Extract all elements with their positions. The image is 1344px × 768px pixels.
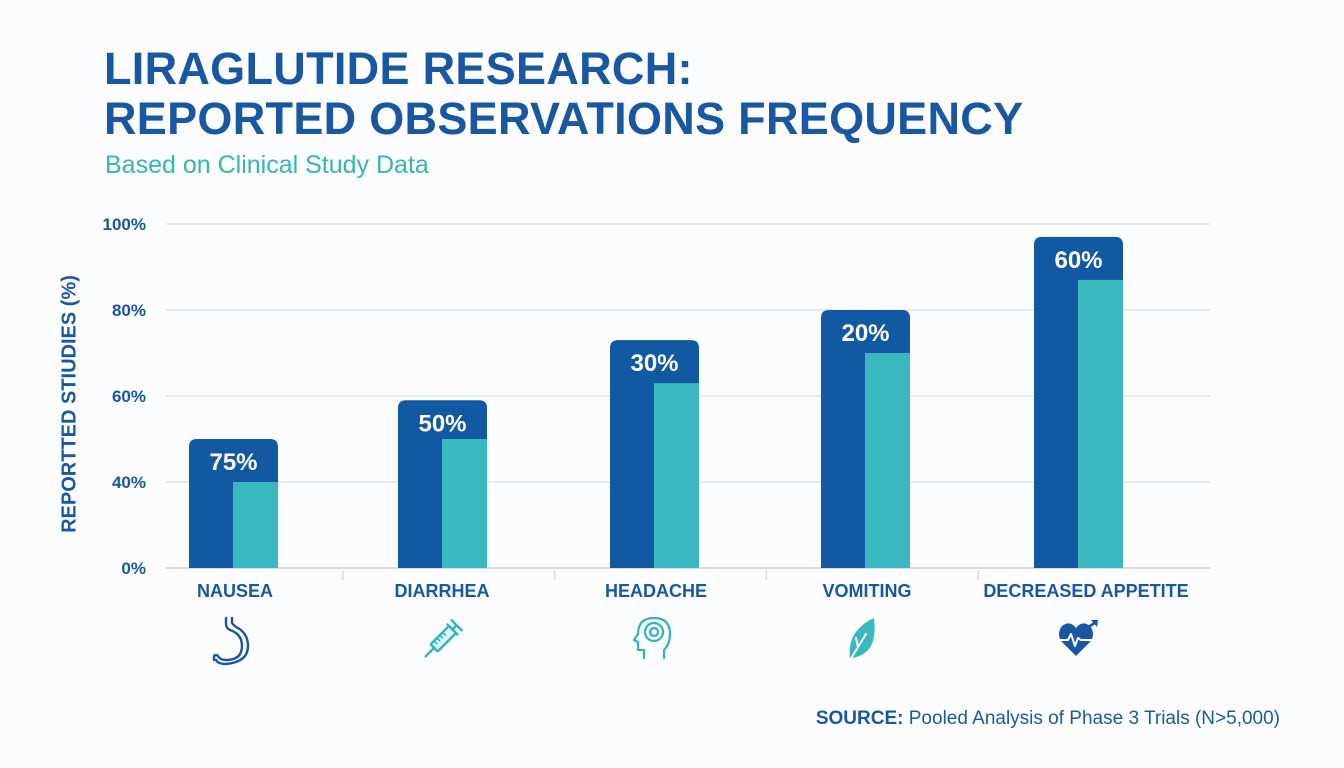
head-core	[648, 626, 660, 638]
pulse-line	[1060, 633, 1094, 647]
bar-inner	[1078, 279, 1123, 568]
y-tick-label: 0%	[121, 559, 146, 578]
y-tick-label: 100%	[103, 215, 146, 234]
y-tick-label: 40%	[112, 473, 146, 492]
syringe-mark	[439, 634, 444, 639]
stomach-inner	[214, 616, 250, 666]
source-text: Pooled Analysis of Phase 3 Trials (N>5,0…	[903, 708, 1280, 729]
category-label: VOMITING	[823, 581, 912, 601]
bar-inner	[233, 482, 278, 568]
heart-shape	[1059, 623, 1093, 656]
bar-inner	[865, 353, 910, 568]
category-label: DECREASED APPETITE	[983, 581, 1188, 601]
leaf-vein	[849, 633, 867, 661]
data-label: 60%	[1054, 247, 1102, 274]
syringe-icon	[424, 619, 463, 658]
syringe-handle	[450, 619, 463, 632]
head-outline	[632, 616, 672, 660]
stomach-icon	[212, 616, 250, 666]
arrow-head	[1091, 620, 1098, 627]
bar-inner	[654, 383, 699, 568]
source-note: SOURCE: Pooled Analysis of Phase 3 Trial…	[816, 708, 1280, 730]
y-tick-label: 60%	[112, 387, 146, 406]
syringe-mark	[441, 631, 447, 636]
source-label: SOURCE:	[815, 708, 904, 729]
data-label: 50%	[418, 410, 466, 437]
leaf-icon	[849, 618, 875, 661]
chart-title-line-1: LIRAGLUTIDE RESEARCH:	[104, 43, 693, 94]
chart-title: LIRAGLUTIDE RESEARCH: REPORTED OBSERVATI…	[104, 44, 1023, 144]
chart-subtitle: Based on Clinical Study Data	[105, 151, 429, 179]
heart-pulse-icon	[1059, 620, 1098, 656]
category-label: DIARRHEA	[394, 581, 489, 601]
bar-inner	[442, 439, 487, 568]
stomach-outer	[212, 616, 244, 662]
category-label: NAUSEA	[197, 581, 273, 601]
category-label: HEADACHE	[605, 581, 707, 601]
chart-title-line-2: REPORTED OBSERVATIONS FREQUENCY	[104, 93, 1024, 144]
syringe-mark	[433, 640, 438, 645]
syringe-flange	[446, 623, 459, 636]
head-ring	[643, 621, 665, 643]
data-label: 20%	[841, 320, 889, 347]
data-label: 30%	[630, 350, 678, 377]
head-icon	[632, 616, 672, 660]
data-label: 75%	[209, 449, 257, 476]
syringe-needle	[424, 646, 436, 658]
syringe-mark	[436, 637, 441, 642]
y-tick-label: 80%	[112, 301, 146, 320]
